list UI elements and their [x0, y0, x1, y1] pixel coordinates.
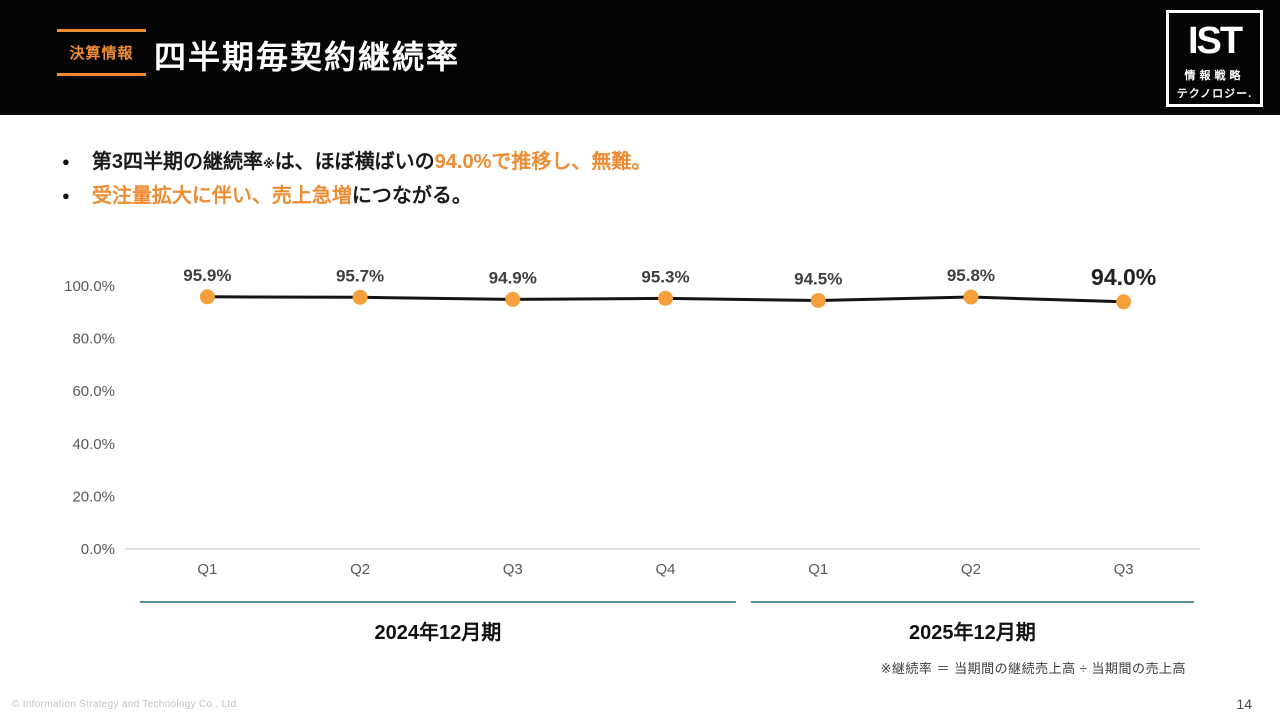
- fiscal-year-label: 2024年12月期: [375, 620, 502, 644]
- data-point-marker: [810, 292, 826, 308]
- x-axis-category-label: Q1: [197, 561, 217, 578]
- data-point-marker: [352, 289, 368, 305]
- fiscal-year-label: 2025年12月期: [909, 620, 1036, 644]
- data-point-label: 95.8%: [947, 266, 995, 285]
- company-logo: IST 情報戦略 テクノロジー.: [1166, 10, 1263, 107]
- badge-label: 決算情報: [69, 45, 134, 62]
- bullet-item: ● 受注量拡大に伴い、売上急増につながる。: [60, 180, 651, 212]
- page-number: 14: [1236, 696, 1252, 712]
- footnote: ※継続率 ＝ 当期間の継続売上高 ÷ 当期間の売上高: [880, 661, 1186, 676]
- x-axis-category-label: Q3: [1114, 561, 1134, 578]
- bullet-list: ● 第3四半期の継続率※は、ほぼ横ばいの94.0%で推移し、無難。 ● 受注量拡大に伴…: [60, 146, 651, 212]
- logo-acronym-text: IST: [1187, 20, 1243, 62]
- logo-subtitle-line2: テクノロジー.: [1176, 88, 1253, 100]
- x-axis-category-label: Q3: [503, 561, 523, 578]
- retention-line-chart: 100.0% 80.0% 60.0% 40.0% 20.0% 0.0% 95.9% 95.7%…: [0, 240, 1280, 660]
- bullet-item: ● 第3四半期の継続率※は、ほぼ横ばいの94.0%で推移し、無難。: [60, 146, 651, 180]
- bullet-text-segment: につながる。: [351, 185, 472, 207]
- data-point-label: 95.3%: [641, 267, 689, 286]
- x-axis-category-label: Q2: [961, 561, 981, 578]
- x-axis-category-label: Q2: [350, 561, 370, 578]
- x-axis-category-label: Q1: [808, 561, 828, 578]
- data-point-label: 94.9%: [489, 268, 537, 287]
- data-point-label: 95.9%: [183, 266, 231, 285]
- y-axis-tick-label: 80.0%: [72, 331, 115, 348]
- bullet-text-segment: 第3四半期の継続率: [91, 151, 263, 173]
- category-badge: 決算情報: [57, 29, 146, 76]
- data-point-marker: [199, 289, 215, 305]
- bullet-marker-icon: ●: [62, 188, 70, 203]
- data-point-label: 94.5%: [794, 269, 842, 288]
- logo-subtitle-line1: 情報戦略: [1184, 70, 1245, 82]
- y-axis-tick-label: 60.0%: [72, 383, 115, 400]
- data-point-marker: [658, 290, 673, 306]
- bullet-text-segment: 受注量拡大に伴い、売上急増: [91, 185, 352, 207]
- chart-canvas: 100.0% 80.0% 60.0% 40.0% 20.0% 0.0% 95.9% 95.7%…: [64, 264, 1200, 644]
- y-axis-tick-label: 40.0%: [72, 436, 115, 453]
- bullet-text: 第3四半期の継続率※は、ほぼ横ばいの94.0%で推移し、無難。: [92, 146, 652, 180]
- data-point-marker: [505, 291, 521, 307]
- y-axis-tick-label: 0.0%: [81, 541, 115, 558]
- data-point-marker: [1116, 294, 1132, 310]
- bullet-text-segment: 94.0%で推移し、無難。: [434, 151, 652, 173]
- bullet-text: 受注量拡大に伴い、売上急増につながる。: [92, 180, 472, 212]
- slide-header: 決算情報 四半期毎契約継続率 IST 情報戦略 テクノロジー.: [0, 0, 1280, 115]
- y-axis-tick-label: 100.0%: [64, 278, 115, 295]
- copyright-text: © Information Strategy and Technology Co…: [12, 699, 240, 710]
- bullet-text-segment: ※: [262, 157, 275, 171]
- y-axis-tick-label: 20.0%: [72, 488, 115, 505]
- data-point-label: 94.0%: [1091, 264, 1156, 290]
- data-point-marker: [963, 289, 979, 305]
- bullet-text-segment: は、ほぼ横ばいの: [274, 151, 435, 173]
- data-point-label: 95.7%: [336, 266, 384, 285]
- page-title: 四半期毎契約継続率: [154, 39, 461, 75]
- bullet-marker-icon: ●: [62, 154, 70, 169]
- x-axis-category-label: Q4: [655, 561, 675, 578]
